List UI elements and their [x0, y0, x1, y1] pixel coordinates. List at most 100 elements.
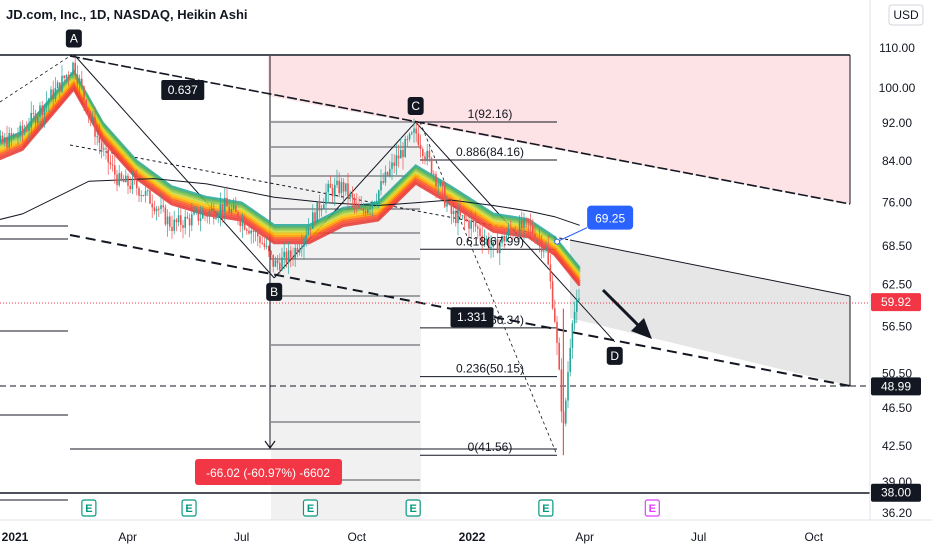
candle-body	[477, 226, 479, 229]
trend-arrow-shaft	[601, 288, 642, 329]
candle-body	[279, 263, 281, 270]
candle-body	[67, 74, 70, 76]
price-tick-label: 36.20	[882, 506, 912, 520]
candle-body	[578, 298, 580, 301]
pattern-point-label: B	[270, 285, 278, 299]
candle-body	[336, 180, 338, 185]
time-axis[interactable]: 2021 Apr Jul Oct 2022 Apr Jul Oct	[2, 530, 824, 544]
time-tick-label: Oct	[347, 530, 366, 544]
pattern-point-marker[interactable]	[266, 282, 283, 301]
candle-body	[246, 229, 248, 231]
currency-button[interactable]: USD	[888, 4, 924, 26]
candle-body	[285, 251, 288, 263]
candle-body	[415, 128, 417, 134]
candle-body	[188, 218, 191, 226]
candle-body	[371, 201, 373, 208]
time-tick-label: Oct	[804, 530, 823, 544]
candle-body	[257, 230, 259, 237]
candle-body	[312, 212, 314, 229]
ratio-label-box	[450, 307, 494, 328]
price-tick-label: 92.00	[882, 116, 912, 130]
candle-body	[127, 175, 129, 186]
price-badges: 59.92 48.99 38.00	[871, 293, 921, 502]
candle-body	[400, 150, 402, 159]
candle-body	[39, 105, 41, 118]
candle-body	[98, 136, 101, 143]
earnings-event-marker[interactable]	[405, 499, 421, 517]
candle-body	[43, 105, 46, 115]
resistance-zone	[268, 56, 850, 204]
candle-body	[23, 130, 26, 133]
candle-body	[492, 241, 494, 247]
callout-box[interactable]	[587, 205, 634, 230]
candle-body	[241, 219, 244, 226]
candle-body	[252, 230, 255, 232]
pattern-point-marker[interactable]	[65, 29, 82, 48]
candle-body	[382, 181, 384, 183]
earnings-event-marker[interactable]	[644, 499, 660, 517]
candle-body	[422, 149, 424, 157]
candle-body	[59, 82, 61, 92]
candle-body	[298, 248, 301, 253]
earnings-event-marker[interactable]	[81, 499, 97, 517]
candle-body	[142, 195, 145, 197]
candle-body	[496, 239, 499, 253]
pattern-point-marker[interactable]	[606, 346, 623, 365]
candle-body	[283, 251, 285, 258]
candle-body	[424, 156, 426, 160]
candle-body	[72, 62, 74, 75]
candle-body	[551, 281, 554, 309]
candle-body	[61, 75, 63, 92]
candle-body	[136, 180, 138, 189]
candle-body	[215, 217, 217, 219]
price-tick-label: 110.00	[879, 41, 915, 55]
candle-body	[446, 203, 448, 207]
earnings-event-marker[interactable]	[181, 499, 197, 517]
pattern-point-marker[interactable]	[407, 97, 424, 116]
candle-body	[428, 150, 431, 159]
lower-channel-line	[69, 234, 851, 387]
candle-body	[89, 115, 92, 120]
candle-body	[406, 139, 409, 140]
candle-body	[325, 192, 327, 205]
candle-body	[507, 229, 510, 236]
earnings-event-marker[interactable]	[538, 499, 554, 517]
candle-body	[276, 260, 279, 264]
fib-level-label: 1(92.16)	[468, 107, 513, 121]
candle-body	[107, 149, 109, 163]
ema-ribbon-line	[0, 86, 581, 287]
time-tick-label: Apr	[118, 530, 137, 544]
candle-body	[338, 180, 340, 194]
candle-body	[556, 321, 558, 343]
candle-body	[169, 216, 171, 227]
candle-body	[450, 203, 453, 214]
candle-body	[180, 215, 182, 225]
price-axis[interactable]: 110.00 100.00 92.00 84.00 76.00 68.50 62.50 56.…	[879, 41, 916, 520]
candle-body	[375, 200, 378, 202]
earnings-event-label: E	[185, 503, 192, 515]
fib-level-label: 0.618(67.99)	[456, 234, 524, 248]
pattern-point-label: A	[70, 32, 78, 46]
candle-body	[243, 219, 246, 230]
candle-body	[369, 207, 371, 210]
earnings-event-marker[interactable]	[302, 499, 319, 517]
candle-body	[221, 204, 224, 212]
candle-body	[439, 182, 442, 186]
candle-body	[144, 190, 147, 196]
candle-body	[4, 137, 6, 143]
candle-body	[518, 220, 521, 237]
candle-body	[186, 216, 189, 219]
candle-body	[63, 75, 65, 79]
candle-body	[160, 205, 162, 209]
candle-body	[226, 197, 228, 207]
shaded-zones	[268, 56, 850, 520]
candle-body	[503, 236, 505, 242]
candle-body	[547, 247, 549, 265]
candle-body	[397, 155, 400, 159]
candle-body	[45, 102, 48, 105]
chart-title: JD.com, Inc., 1D, NASDAQ, Heikin Ashi	[6, 7, 248, 22]
candle-body	[151, 203, 153, 208]
candle-body	[523, 218, 525, 228]
candle-body	[384, 172, 387, 183]
